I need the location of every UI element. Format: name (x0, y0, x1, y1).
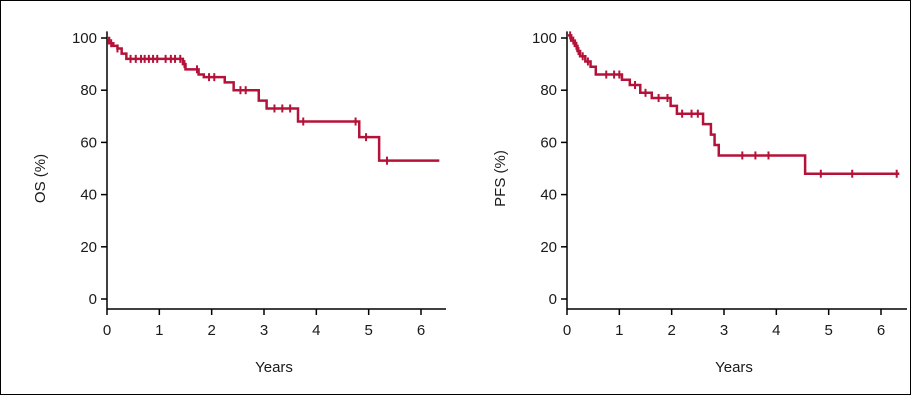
x-tick-label: 1 (155, 322, 163, 339)
y-tick-label: 0 (549, 291, 557, 308)
x-tick-label: 2 (667, 322, 675, 339)
x-tick-label: 5 (824, 322, 832, 339)
y-tick-label: 60 (80, 134, 97, 151)
y-tick-label: 80 (80, 82, 97, 99)
x-tick-label: 2 (207, 322, 215, 339)
y-tick-label: 40 (540, 187, 557, 204)
pfs-panel: 0 20 40 60 80 100 0 1 2 3 4 5 6 Years PFS (%) (492, 30, 907, 376)
x-tick-label: 4 (312, 322, 320, 339)
x-tick-label: 1 (615, 322, 623, 339)
y-tick-label: 100 (72, 30, 97, 47)
x-tick-label: 5 (364, 322, 372, 339)
x-axis-title: Years (255, 359, 293, 376)
os-panel: 0 20 40 60 80 100 0 1 2 3 4 5 6 Years OS (%) (32, 30, 446, 376)
y-tick-label: 20 (80, 239, 97, 256)
x-tick-label: 3 (260, 322, 268, 339)
x-axis-title: Years (715, 359, 753, 376)
y-tick-label: 60 (540, 134, 557, 151)
y-tick-label: 80 (540, 82, 557, 99)
y-axis-title: PFS (%) (492, 150, 509, 207)
y-tick-label: 0 (89, 291, 97, 308)
y-tick-label: 20 (540, 239, 557, 256)
x-tick-label: 4 (772, 322, 780, 339)
x-tick-label: 3 (720, 322, 728, 339)
x-tick-label: 6 (417, 322, 425, 339)
x-tick-label: 6 (877, 322, 885, 339)
x-tick-label: 0 (103, 322, 111, 339)
survival-curve (567, 35, 899, 173)
y-tick-label: 40 (80, 187, 97, 204)
x-tick-label: 0 (563, 322, 571, 339)
y-tick-label: 100 (532, 30, 557, 47)
y-axis-title: OS (%) (32, 154, 49, 203)
